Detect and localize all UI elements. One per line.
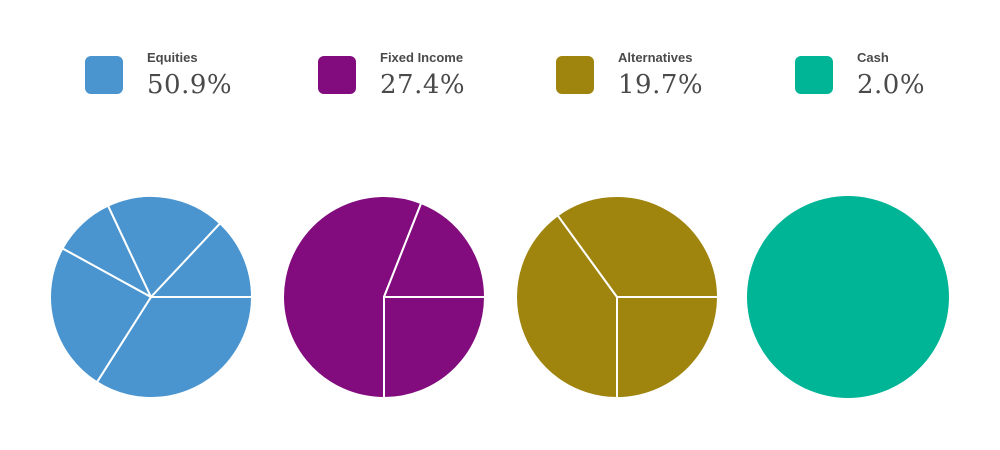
- legend-label-alternatives: Alternatives: [618, 50, 693, 65]
- pie-slice-equities-4: [107, 195, 222, 298]
- pie-fixed-income: [282, 195, 486, 399]
- legend-swatch-equities: [85, 56, 123, 94]
- pie-slice-alternatives-1: [616, 296, 719, 399]
- pie-slice-alternatives-2: [515, 214, 618, 399]
- legend-value-fixed-income: 27.4%: [380, 70, 466, 100]
- pie-slice-equities-2: [49, 247, 152, 384]
- legend-value-cash: 2.0%: [857, 70, 926, 100]
- legend-swatch-fixed-income: [318, 56, 356, 94]
- pie-slice-fixed-income-1: [383, 296, 486, 399]
- legend-value-equities: 50.9%: [147, 70, 233, 100]
- legend-value-alternatives: 19.7%: [618, 70, 704, 100]
- legend-label-fixed-income: Fixed Income: [380, 50, 464, 65]
- legend-label-cash: Cash: [857, 50, 889, 65]
- legend-label-equities: Equities: [147, 50, 198, 65]
- pie-slice-fixed-income-2: [282, 195, 423, 399]
- pie-equities: [49, 195, 253, 399]
- legend: Equities 50.9% Fixed Income 27.4% Altern…: [0, 0, 1000, 130]
- pie-slice-fixed-income-3: [383, 202, 486, 298]
- pie-slice-cash-1: [747, 196, 949, 398]
- pie-alternatives: [515, 195, 719, 399]
- legend-swatch-alternatives: [556, 56, 594, 94]
- pie-cash: [747, 196, 949, 398]
- pie-slice-equities-5: [150, 222, 253, 298]
- legend-swatch-cash: [795, 56, 833, 94]
- pie-slice-alternatives-3: [556, 195, 719, 298]
